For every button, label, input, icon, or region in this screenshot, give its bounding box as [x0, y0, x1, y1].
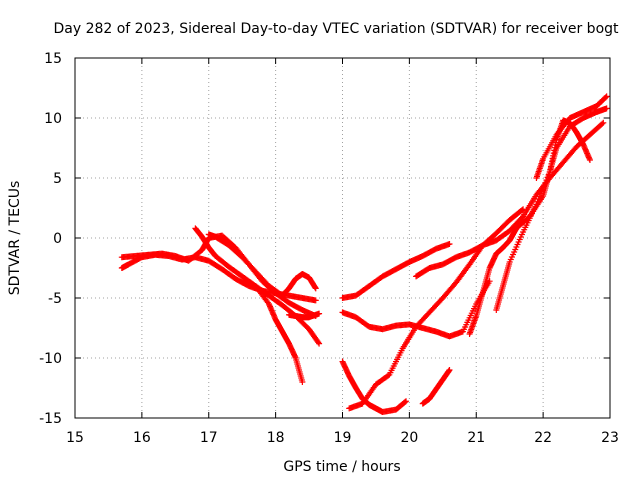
y-tick-label: 0: [53, 231, 62, 247]
y-tick-label: -10: [39, 351, 62, 367]
x-tick-label: 16: [133, 430, 151, 446]
data-point: [544, 174, 551, 181]
x-tick-label: 23: [601, 430, 619, 446]
data-point: [600, 119, 607, 126]
data-series-8: [339, 278, 493, 340]
data-points: [118, 93, 610, 415]
x-tick-label: 20: [400, 430, 418, 446]
data-series-15: [533, 93, 610, 181]
data-point: [446, 367, 453, 373]
data-point: [543, 177, 550, 184]
x-axis-label: GPS time / hours: [283, 459, 400, 475]
data-point: [603, 105, 610, 112]
data-point: [402, 398, 409, 405]
data-point: [539, 187, 546, 194]
data-point: [316, 340, 323, 347]
data-series-10: [346, 206, 527, 412]
y-tick-label: -5: [48, 291, 62, 307]
data-point: [446, 241, 453, 247]
data-point: [518, 207, 525, 214]
chart-title: Day 282 of 2023, Sidereal Day-to-day VTE…: [53, 21, 619, 37]
data-point: [312, 285, 319, 292]
y-tick-label: 5: [53, 171, 62, 187]
y-tick-label: -15: [39, 411, 62, 427]
data-series-12: [419, 367, 453, 407]
data-point: [599, 120, 606, 127]
y-tick-label: 10: [44, 111, 62, 127]
data-series-14: [493, 117, 593, 313]
data-point: [486, 278, 493, 285]
data-series-13: [466, 105, 610, 337]
data-point: [535, 196, 542, 202]
data-point: [541, 182, 548, 189]
data-series-4: [205, 231, 319, 299]
data-series-7: [339, 241, 453, 301]
data-point: [586, 157, 593, 163]
x-tick-label: 15: [66, 430, 84, 446]
data-point: [316, 310, 323, 317]
data-point: [315, 339, 322, 346]
data-series-6: [286, 310, 323, 321]
y-tick-label: 15: [44, 51, 62, 67]
x-tick-label: 18: [267, 430, 285, 446]
data-point: [299, 379, 306, 385]
x-tick-label: 21: [467, 430, 485, 446]
data-point: [542, 179, 549, 186]
data-point: [536, 193, 543, 200]
data-point: [540, 185, 547, 192]
data-point: [545, 171, 552, 178]
data-point: [602, 94, 609, 101]
data-point: [537, 190, 544, 197]
data-series-5: [239, 279, 306, 385]
data-point: [533, 201, 540, 208]
x-tick-labels: 15 16 17 18 19 20 21 22 23: [66, 58, 619, 446]
x-tick-label: 22: [534, 430, 552, 446]
x-tick-label: 19: [334, 430, 352, 446]
data-point: [603, 93, 610, 100]
y-tick-labels: 15 10 5 0 -5 -10 -15: [39, 51, 610, 427]
data-point: [403, 398, 410, 405]
x-tick-label: 17: [200, 430, 218, 446]
data-point: [534, 198, 541, 205]
data-point: [312, 297, 319, 304]
grid-lines: [75, 58, 610, 418]
y-axis-label: SDTVAR / TECUs: [7, 181, 23, 296]
